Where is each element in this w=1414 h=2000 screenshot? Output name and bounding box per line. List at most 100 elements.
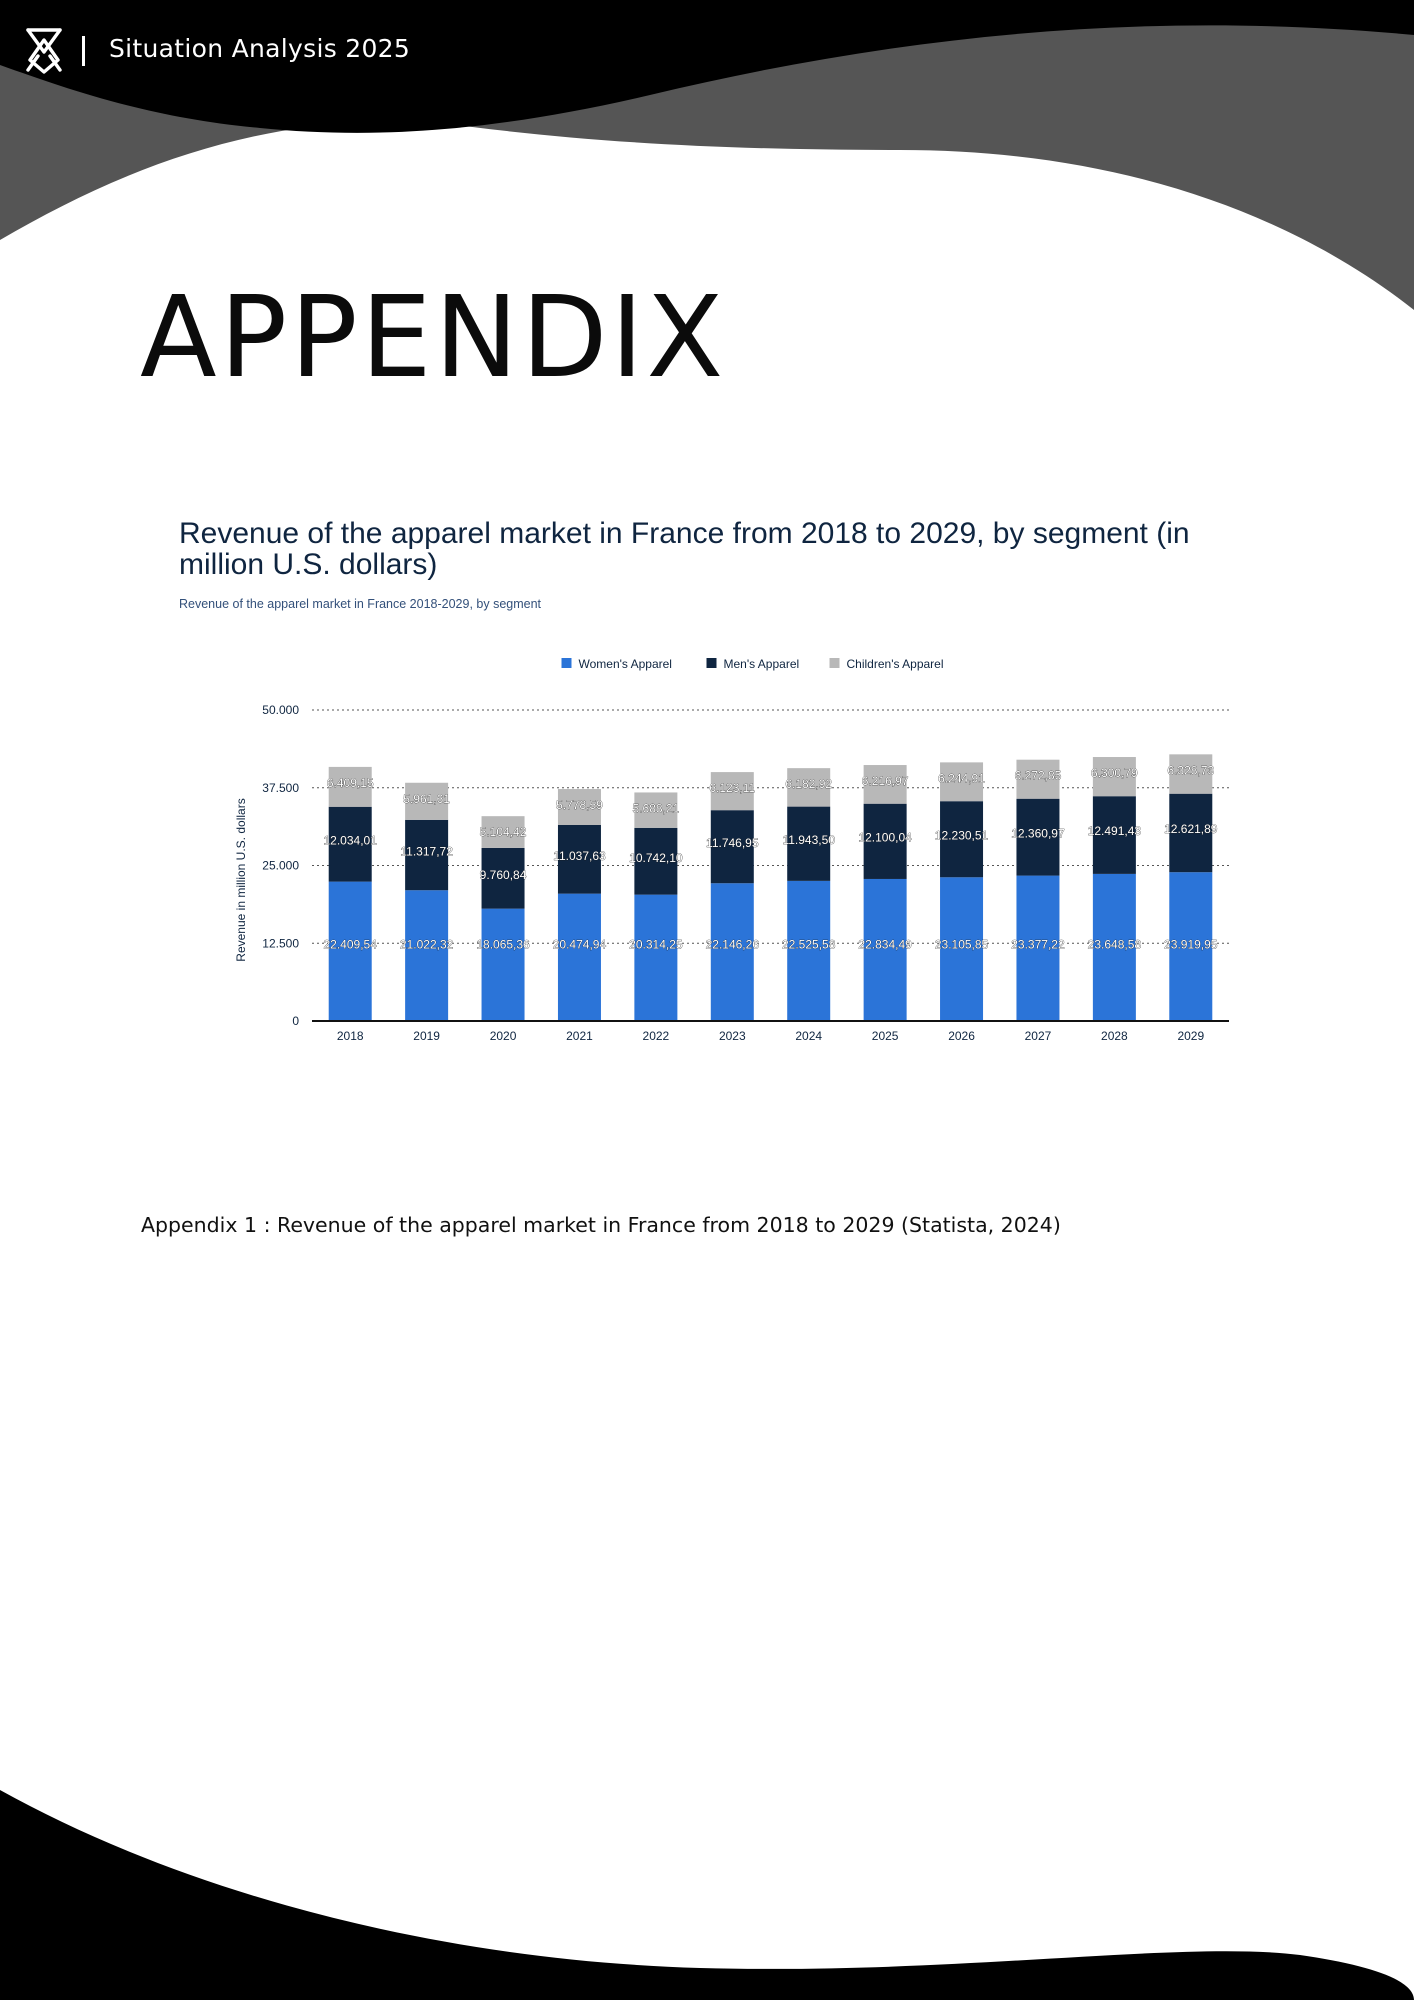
data-label: 22.409,54 [324,937,378,951]
x-tick-label: 2021 [566,1029,593,1043]
bar-segment [1092,873,1136,1021]
bar-segment [787,806,831,881]
chart-bars: 22.409,54 12.034,01 6.409,15 21.022,32 11.31… [323,754,1218,1021]
bar-segment [787,880,831,1021]
data-label: 18.065,36 [476,937,530,951]
data-label: 5.104,42 [480,825,527,839]
bar-segment [634,792,678,828]
data-label: 23.377,22 [1011,937,1065,951]
y-tick-label: 37.500 [262,781,299,795]
bar-segment [1092,757,1136,797]
y-tick-label: 0 [292,1014,299,1028]
chart-legend: Women's Apparel Men's Apparel Children's A… [561,657,944,671]
data-label: 11.037,63 [553,849,606,863]
bar-segment [863,803,907,879]
bar-segment [1169,872,1213,1021]
x-tick-label: 2028 [1101,1029,1128,1043]
bar-segment [557,789,601,825]
y-axis-label: Revenue in million U.S. dollars [234,798,248,961]
bar-segment [328,806,372,882]
data-label: 22.525,58 [782,937,836,951]
data-label: 12.491,43 [1088,824,1142,838]
bar-segment [405,782,449,820]
data-label: 21.022,32 [400,937,454,951]
data-label: 12.100,04 [858,831,912,845]
bar-segment [1169,754,1213,794]
figure-caption: Appendix 1 : Revenue of the apparel mark… [141,1213,1061,1237]
legend-swatch [561,658,572,668]
data-label: 23.919,95 [1164,937,1218,951]
x-tick-label: 2026 [948,1029,975,1043]
y-tick-label: 50.000 [262,703,299,717]
bar-segment [710,772,754,811]
data-label: 6.123,11 [709,781,755,795]
header-wave-black [0,0,1414,133]
page-title: APPENDIX [140,273,727,403]
legend-label: Women's Apparel [579,657,672,671]
data-label: 20.474,94 [553,937,607,951]
data-label: 6.328,73 [1167,763,1214,777]
x-tick-label: 2024 [795,1029,822,1043]
x-tick-label: 2025 [872,1029,899,1043]
header: Situation Analysis 2025 [0,0,600,104]
legend-label: Men's Apparel [724,657,800,671]
data-label: 5.961,61 [403,792,450,806]
x-tick-label: 2020 [490,1029,517,1043]
bar-segment [328,881,372,1021]
data-label: 20.314,25 [629,937,683,951]
data-label: 6.300,79 [1091,766,1138,780]
bar-segment [1169,793,1213,873]
bar-segment [557,893,601,1021]
data-label: 9.760,84 [480,868,527,882]
bar-segment [405,819,449,891]
bar-segment [940,762,984,802]
bar-segment [940,801,984,878]
header-title: Situation Analysis 2025 [109,34,411,63]
data-label: 22.146,26 [706,937,760,951]
data-label: 6.182,92 [785,777,832,791]
bar-segment [863,765,907,804]
data-label: 10.742,10 [629,851,683,865]
bar-segment [1016,798,1060,876]
diamond-monogram-icon [26,28,62,74]
bar-segment [710,810,754,884]
bar-segment [1092,796,1136,874]
bar-segment [710,883,754,1021]
header-separator [82,36,85,66]
bar-segment [328,766,372,807]
legend-label: Children's Apparel [847,657,944,671]
x-tick-label: 2019 [413,1029,440,1043]
bar-segment [1016,875,1060,1021]
y-tick-label: 25.000 [262,859,299,873]
bar-segment [481,847,525,909]
x-tick-label: 2023 [719,1029,746,1043]
legend-swatch [829,658,840,668]
legend-swatch [706,658,717,668]
data-label: 5.778,59 [556,798,603,812]
bar-segment [940,877,984,1021]
bar-segment [787,768,831,807]
x-tick-label: 2022 [643,1029,670,1043]
x-tick-label: 2018 [337,1029,364,1043]
data-label: 11.943,50 [782,833,835,847]
data-label: 12.360,97 [1011,826,1065,840]
data-label: 6.409,15 [327,776,374,790]
data-label: 5.688,21 [633,801,680,815]
bar-segment [481,816,525,848]
bar-segment [405,890,449,1021]
x-tick-label: 2029 [1177,1029,1204,1043]
bar-segment [634,894,678,1021]
data-label: 6.216,97 [862,774,909,788]
data-label: 12.621,89 [1164,822,1218,836]
bar-segment [1016,759,1060,799]
bar-segment [557,824,601,894]
bar-segment [634,827,678,895]
data-label: 23.105,85 [935,937,989,951]
chart-subtitle: Revenue of the apparel market in France … [179,597,542,611]
data-label: 11.746,95 [706,836,759,850]
footer-wave-black [0,1790,1414,2000]
data-label: 23.648,58 [1088,937,1142,951]
data-label: 11.317,72 [400,845,453,859]
